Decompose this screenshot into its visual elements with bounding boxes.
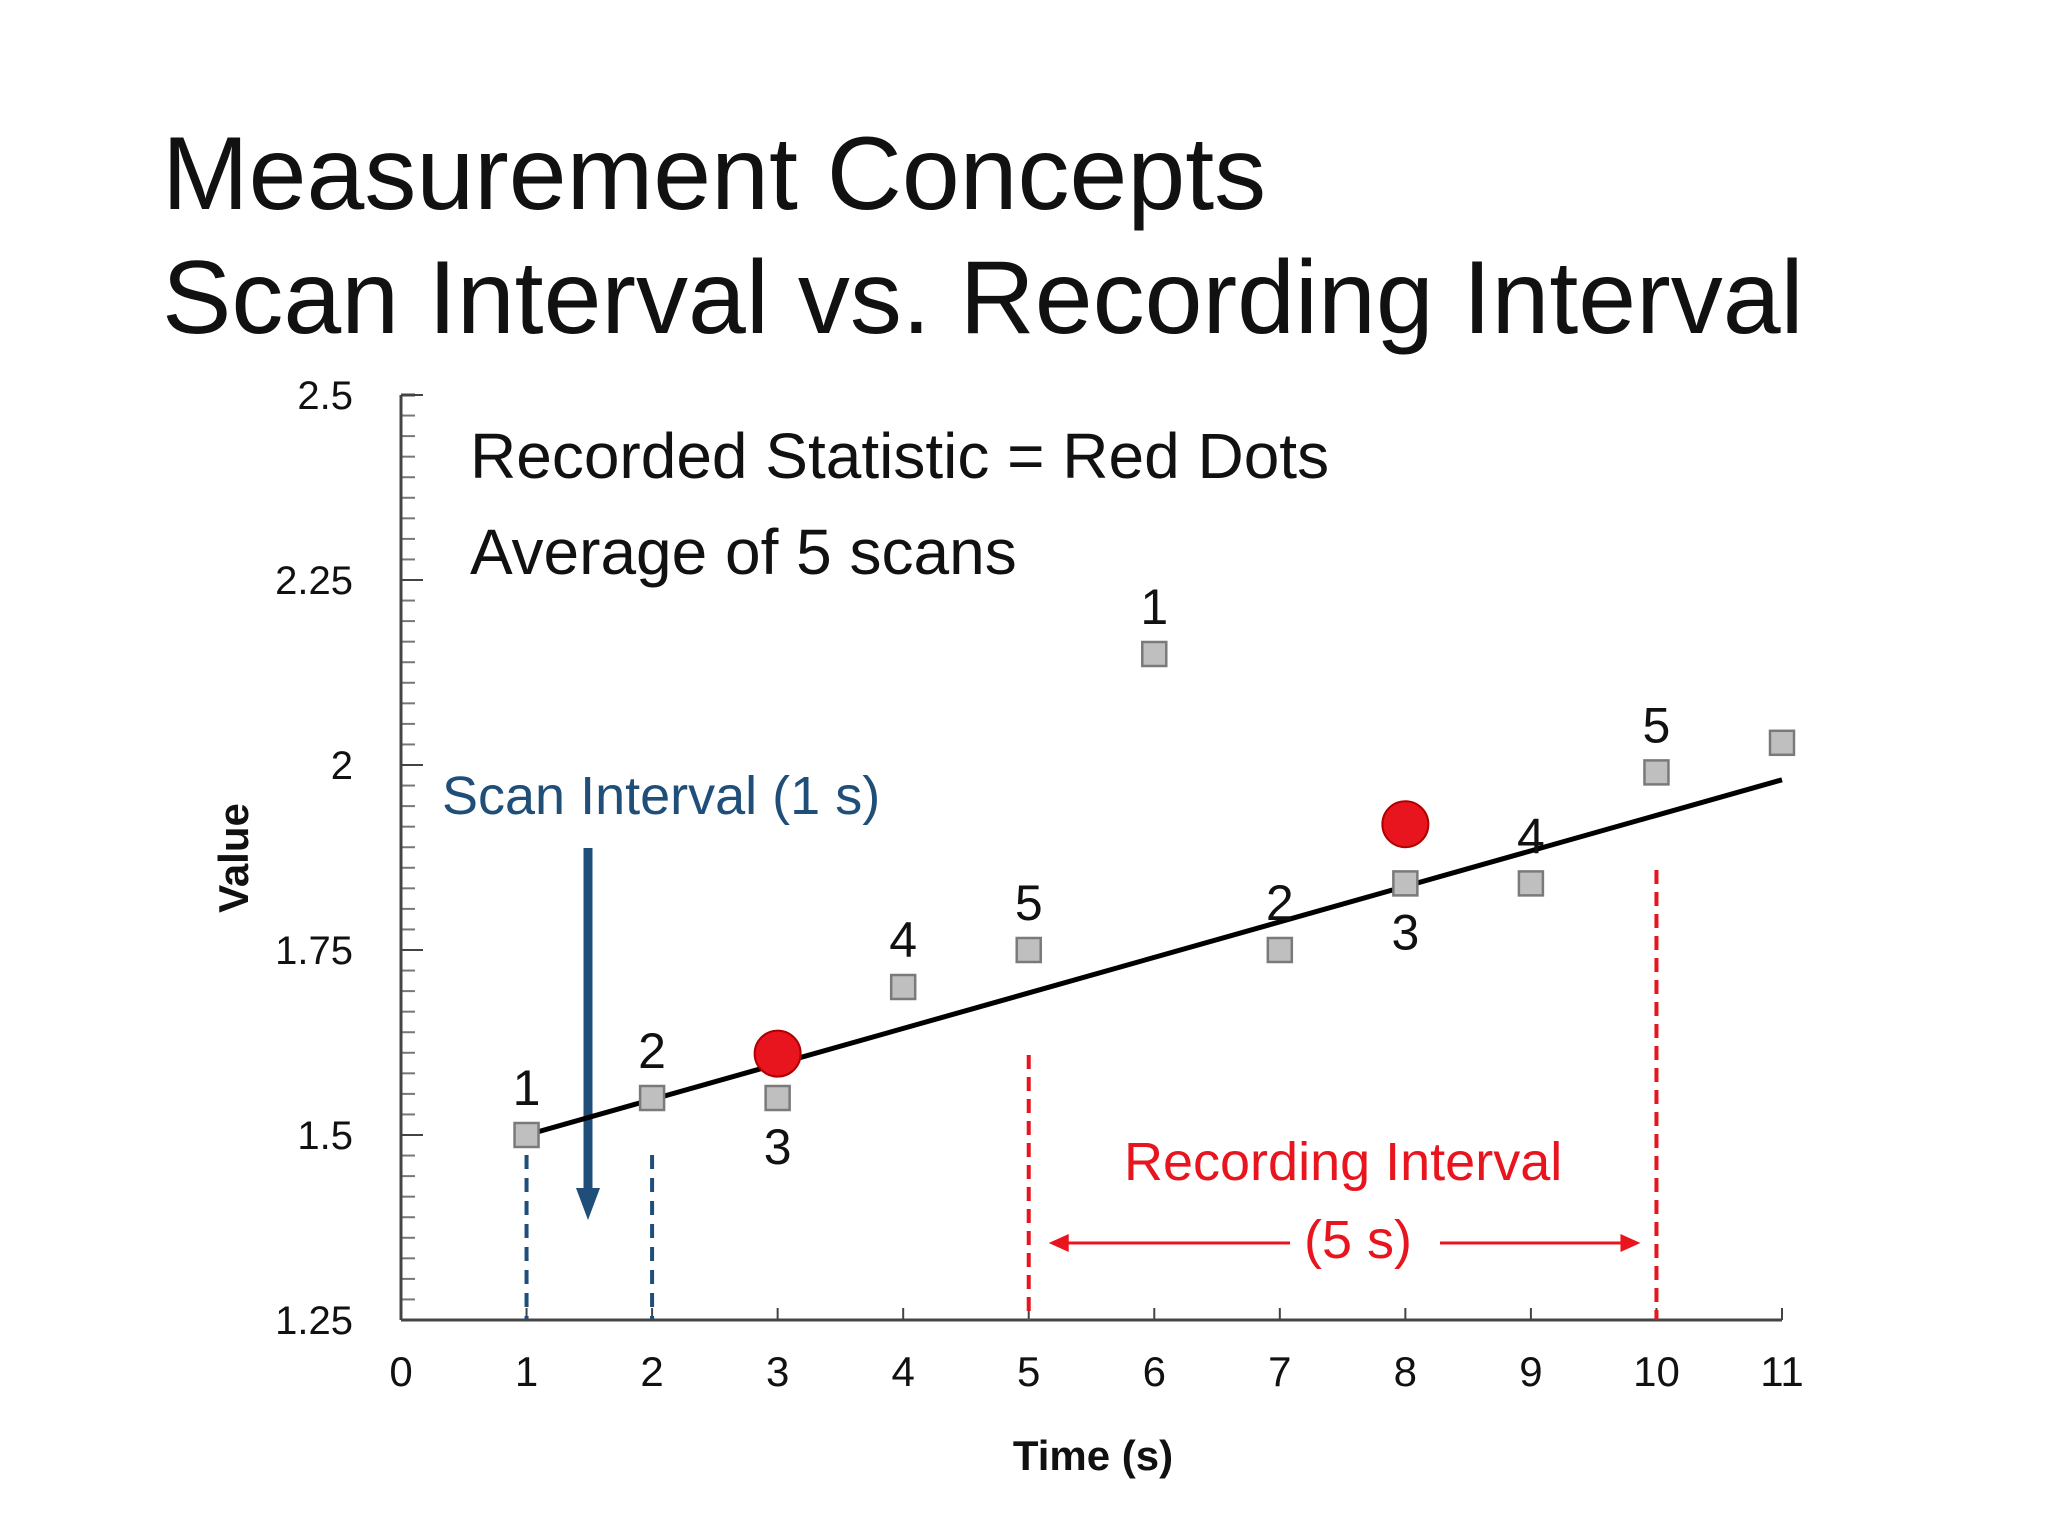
x-tick-label: 1 — [515, 1348, 538, 1395]
axes — [399, 393, 1783, 1322]
x-tick-label: 7 — [1268, 1348, 1291, 1395]
trend-line — [525, 777, 1783, 1138]
recording-interval-value: (5 s) — [1304, 1210, 1412, 1270]
x-tick-label: 5 — [1017, 1348, 1040, 1395]
title-line-1: Measurement Concepts — [162, 116, 1267, 232]
y-tick-label: 1.5 — [297, 1114, 353, 1158]
x-axis-title: Time (s) — [1013, 1432, 1173, 1479]
scan-point — [1266, 936, 1294, 964]
x-tick-label: 6 — [1143, 1348, 1166, 1395]
scan-point — [1392, 870, 1419, 897]
scan-points — [513, 640, 1796, 1149]
y-tick-label: 1.75 — [275, 929, 353, 973]
scan-number-label: 2 — [1266, 875, 1294, 931]
scan-number-label: 5 — [1643, 697, 1671, 753]
scan-number-label: 5 — [1015, 875, 1043, 931]
scan-number-label: 2 — [638, 1023, 666, 1079]
scan-point — [1517, 870, 1545, 897]
y-tick-label: 2.5 — [297, 374, 353, 418]
y-axis-title: Value — [210, 803, 257, 913]
y-tick-label: 2.25 — [275, 559, 353, 603]
x-tick-label: 2 — [640, 1348, 663, 1395]
scan-number-label: 4 — [1517, 808, 1545, 864]
slide-title: Measurement Concepts Scan Interval vs. R… — [162, 112, 1804, 360]
scan-number-label: 1 — [1140, 579, 1168, 635]
y-tick-label: 2 — [331, 744, 353, 788]
recorded-points — [753, 800, 1430, 1078]
x-tick-label: 8 — [1394, 1348, 1417, 1395]
scan-point — [1768, 729, 1796, 757]
scan-point — [889, 973, 917, 1001]
x-tick-label: 11 — [1760, 1348, 1804, 1395]
y-minor-ticks — [401, 394, 415, 1321]
recorded-dot — [1381, 800, 1430, 849]
trend-line-group — [525, 777, 1783, 1138]
scan-point — [1141, 640, 1168, 668]
annotations: Recorded Statistic = Red Dots Average of… — [210, 420, 1562, 1479]
recording-arrow-right-head — [1620, 1234, 1641, 1252]
x-tick-label: 3 — [766, 1348, 789, 1395]
recording-interval-label: Recording Interval — [1124, 1132, 1562, 1192]
recording-arrow-left-head — [1048, 1234, 1069, 1252]
scan-point — [513, 1121, 540, 1149]
interval-markers — [524, 848, 1659, 1320]
x-tick-label: 9 — [1519, 1348, 1542, 1395]
recorded-statistic-label: Recorded Statistic = Red Dots — [470, 420, 1329, 492]
scan-interval-arrow-head — [576, 1188, 600, 1220]
scan-point — [764, 1084, 791, 1112]
scan-number-label: 3 — [764, 1119, 792, 1175]
average-label: Average of 5 scans — [470, 516, 1017, 588]
scan-number-label: 4 — [889, 912, 917, 968]
scan-point — [1015, 936, 1042, 964]
x-tick-label: 10 — [1633, 1348, 1680, 1395]
scan-number-label: 3 — [1391, 904, 1419, 960]
point-labels: 1 2 3 4 5 1 2 3 4 5 — [513, 579, 1671, 1175]
scan-number-label: 1 — [513, 1060, 541, 1116]
scan-point — [638, 1084, 666, 1112]
scan-point — [1643, 759, 1670, 786]
title-line-2: Scan Interval vs. Recording Interval — [162, 240, 1804, 356]
x-tick-label: 4 — [892, 1348, 915, 1395]
x-tick-label: 0 — [389, 1348, 412, 1395]
y-tick-label: 1.25 — [275, 1299, 353, 1343]
recorded-dot — [753, 1029, 802, 1078]
scan-interval-label: Scan Interval (1 s) — [442, 766, 880, 826]
